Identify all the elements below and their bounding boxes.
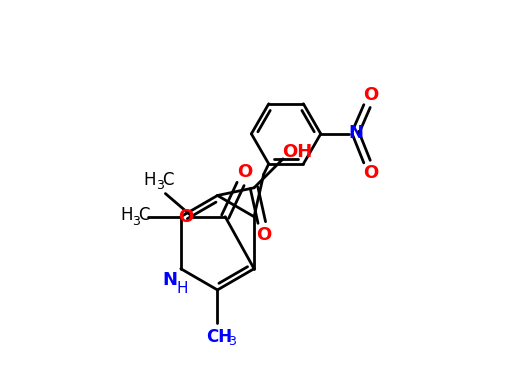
- Text: 3: 3: [133, 215, 140, 228]
- Text: O: O: [178, 208, 193, 226]
- Text: O: O: [363, 164, 378, 182]
- Text: N: N: [348, 124, 363, 142]
- Text: H: H: [121, 206, 133, 224]
- Text: H: H: [177, 280, 188, 296]
- Text: O: O: [237, 163, 252, 181]
- Text: C: C: [162, 171, 174, 189]
- Text: OH: OH: [283, 143, 313, 161]
- Text: C: C: [138, 206, 150, 224]
- Text: 3: 3: [157, 179, 164, 192]
- Text: 3: 3: [228, 335, 236, 348]
- Text: O: O: [363, 86, 378, 104]
- Text: N: N: [162, 271, 178, 289]
- Text: CH: CH: [206, 328, 232, 346]
- Text: O: O: [256, 226, 271, 244]
- Text: H: H: [144, 171, 156, 189]
